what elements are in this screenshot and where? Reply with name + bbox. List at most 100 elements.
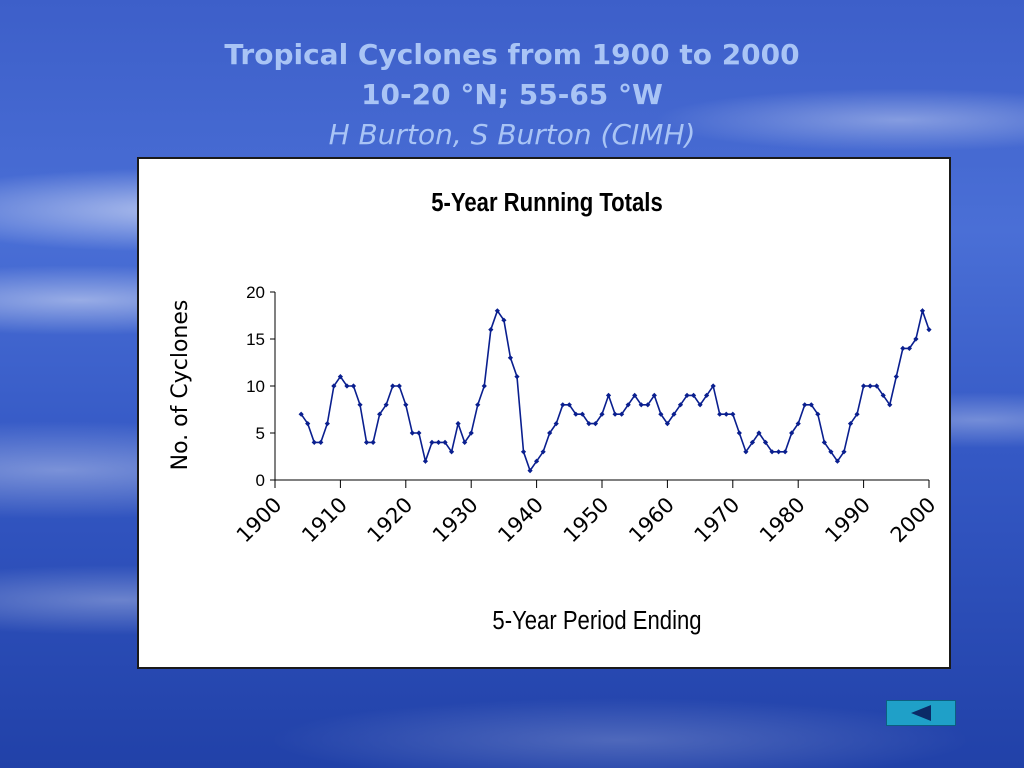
data-point <box>749 439 756 445</box>
data-point <box>900 345 906 351</box>
x-tick-label: 1930 <box>428 493 483 548</box>
data-point <box>488 327 494 333</box>
data-point <box>893 374 899 380</box>
data-point <box>736 430 742 436</box>
data-point <box>455 421 461 427</box>
data-point <box>874 383 880 389</box>
data-point <box>501 317 507 323</box>
slide-authors: H Burton, S Burton (CIMH) <box>328 118 696 151</box>
data-point <box>560 402 566 408</box>
data-point <box>743 449 749 455</box>
data-point <box>357 402 363 408</box>
series-line <box>300 307 930 473</box>
x-tick-label: 1960 <box>624 493 679 548</box>
data-point <box>534 458 540 464</box>
data-point <box>494 308 500 314</box>
data-point <box>592 421 599 427</box>
data-point <box>390 383 396 389</box>
data-point <box>645 402 651 408</box>
data-point <box>847 421 854 427</box>
left-triangle-icon <box>911 705 931 721</box>
x-tick-label: 1950 <box>559 493 614 548</box>
data-point <box>520 449 527 455</box>
y-tick-label: 5 <box>256 424 265 443</box>
data-point <box>540 449 546 455</box>
data-point <box>579 411 585 417</box>
data-point <box>769 449 775 455</box>
data-point <box>507 355 514 361</box>
x-tick-label: 1980 <box>755 493 810 548</box>
x-tick-label: 1970 <box>690 493 745 548</box>
chart-panel: 5-Year Running Totals No. of Cyclones 5-… <box>137 157 951 669</box>
data-point <box>828 449 834 455</box>
data-point <box>625 402 631 408</box>
y-tick-label: 0 <box>256 471 265 490</box>
data-point <box>854 411 860 417</box>
data-point <box>481 383 487 389</box>
data-point <box>383 402 389 408</box>
data-point <box>586 421 592 427</box>
data-point <box>475 402 481 408</box>
data-point <box>658 411 664 417</box>
y-tick-label: 20 <box>246 283 265 302</box>
data-point <box>795 421 801 427</box>
data-point <box>468 430 474 436</box>
data-point <box>789 430 795 436</box>
data-point <box>448 449 455 455</box>
data-point <box>723 411 729 417</box>
back-button[interactable] <box>886 700 956 726</box>
data-point <box>298 411 304 417</box>
slide-title: Tropical Cyclones from 1900 to 2000 <box>224 38 800 71</box>
line-chart: 5-Year Running Totals No. of Cyclones 5-… <box>168 188 941 635</box>
data-point <box>396 383 402 389</box>
data-point <box>573 411 579 417</box>
data-point <box>619 411 625 417</box>
data-point <box>311 439 317 445</box>
data-point <box>861 383 867 389</box>
x-tick-label: 1940 <box>493 493 548 548</box>
data-point <box>547 430 553 436</box>
data-point <box>697 402 703 408</box>
data-point <box>926 327 932 333</box>
data-point <box>344 383 350 389</box>
y-tick-label: 10 <box>246 377 265 396</box>
x-tick-label: 2000 <box>886 493 941 548</box>
data-point <box>527 468 533 474</box>
data-point <box>403 402 409 408</box>
x-tick-label: 1910 <box>297 493 352 548</box>
data-point <box>677 402 684 408</box>
x-tick-label: 1900 <box>232 493 287 548</box>
data-point <box>841 449 847 455</box>
y-tick-label: 15 <box>246 330 265 349</box>
slide-region-subtitle: 10-20 °N; 55-65 °W <box>361 78 663 111</box>
data-point <box>514 374 520 380</box>
data-point <box>782 449 788 455</box>
data-point <box>416 430 422 436</box>
data-point <box>762 439 769 445</box>
data-point <box>442 439 448 445</box>
data-point <box>808 402 814 408</box>
data-point <box>919 308 926 314</box>
data-point <box>553 421 559 427</box>
y-axis-label: No. of Cyclones <box>168 300 193 471</box>
data-point <box>671 411 677 417</box>
data-point <box>710 383 716 389</box>
data-point <box>331 383 337 389</box>
data-point <box>318 439 324 445</box>
data-point <box>363 439 370 445</box>
data-point <box>422 458 429 464</box>
data-point <box>756 430 762 436</box>
data-point <box>815 411 821 417</box>
data-point <box>605 392 612 398</box>
data-point <box>350 383 357 389</box>
chart-title: 5-Year Running Totals <box>431 188 662 217</box>
data-point <box>599 411 605 417</box>
data-point <box>834 458 841 464</box>
data-point <box>370 439 376 445</box>
data-point <box>913 336 919 342</box>
data-point <box>638 402 644 408</box>
x-tick-label: 1990 <box>820 493 875 548</box>
data-point <box>730 411 736 417</box>
data-point <box>821 439 827 445</box>
data-point <box>887 402 893 408</box>
